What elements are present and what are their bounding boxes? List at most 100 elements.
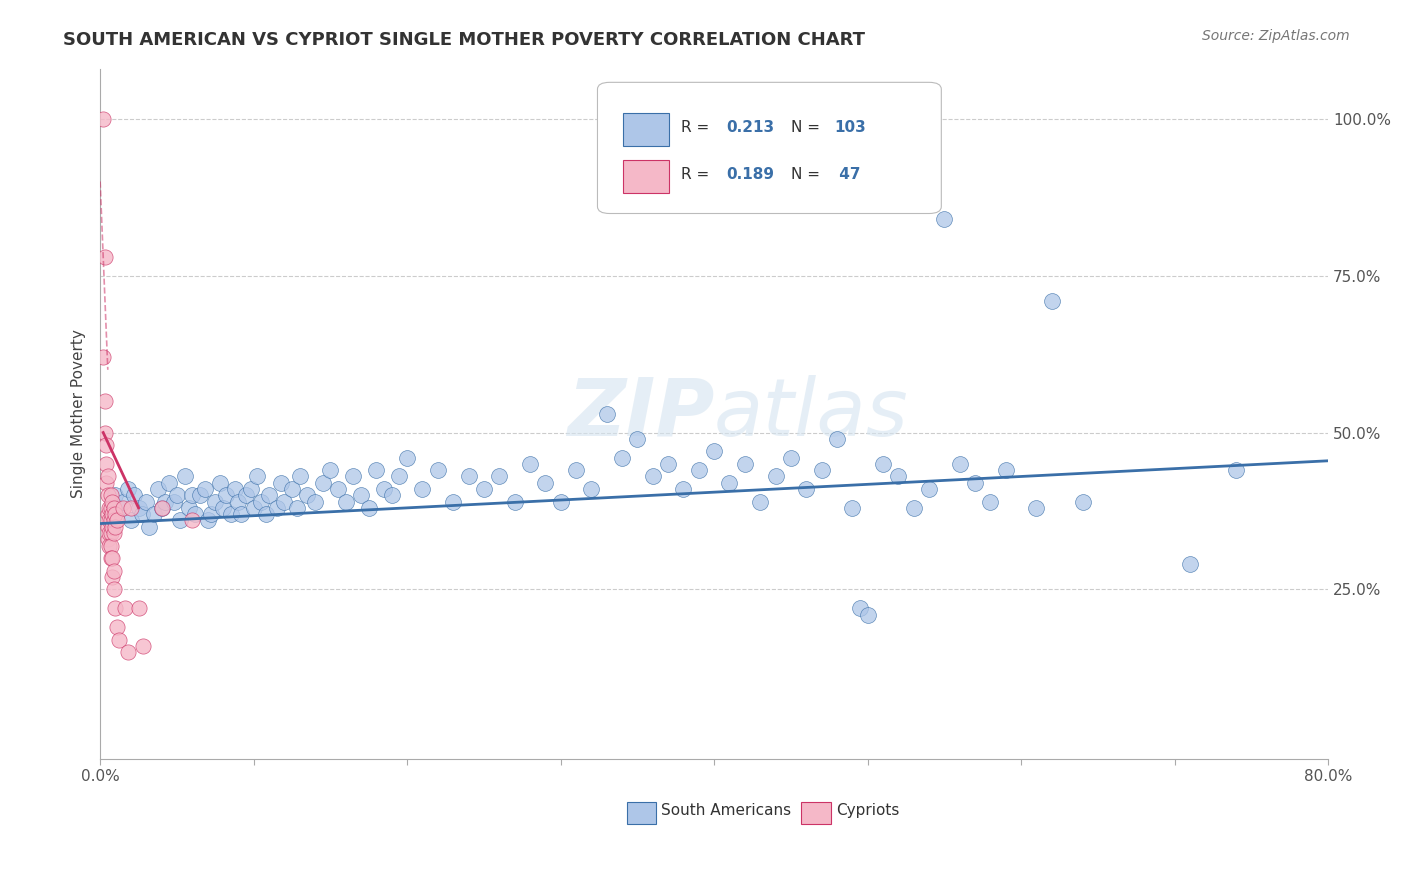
- Point: [212, 500, 235, 515]
- Point: [169, 513, 191, 527]
- Point: [200, 507, 222, 521]
- Point: [657, 457, 679, 471]
- Point: [193, 482, 215, 496]
- Text: R =: R =: [681, 120, 714, 136]
- Point: [120, 513, 142, 527]
- Point: [411, 482, 433, 496]
- Point: [1040, 293, 1063, 308]
- FancyBboxPatch shape: [623, 113, 669, 146]
- Point: [534, 475, 557, 490]
- Text: 0.189: 0.189: [727, 168, 775, 182]
- Point: [266, 500, 288, 515]
- Point: [254, 507, 277, 521]
- Point: [96, 475, 118, 490]
- Point: [98, 513, 121, 527]
- Point: [918, 482, 941, 496]
- Point: [96, 438, 118, 452]
- Point: [226, 494, 249, 508]
- Point: [131, 507, 153, 521]
- Point: [887, 469, 910, 483]
- Point: [104, 507, 127, 521]
- Point: [101, 551, 124, 566]
- Point: [98, 539, 121, 553]
- Point: [224, 482, 246, 496]
- Point: [150, 500, 173, 515]
- Point: [181, 488, 204, 502]
- Point: [98, 500, 121, 515]
- Point: [581, 482, 603, 496]
- Text: SOUTH AMERICAN VS CYPRIOT SINGLE MOTHER POVERTY CORRELATION CHART: SOUTH AMERICAN VS CYPRIOT SINGLE MOTHER …: [63, 31, 865, 49]
- Point: [173, 469, 195, 483]
- Point: [641, 469, 664, 483]
- Point: [841, 500, 863, 515]
- Point: [472, 482, 495, 496]
- Point: [204, 494, 226, 508]
- Point: [903, 500, 925, 515]
- Point: [373, 482, 395, 496]
- Point: [132, 639, 155, 653]
- Text: 0.213: 0.213: [727, 120, 775, 136]
- Point: [122, 488, 145, 502]
- Text: 47: 47: [835, 168, 860, 182]
- Point: [810, 463, 832, 477]
- Point: [181, 513, 204, 527]
- Point: [994, 463, 1017, 477]
- Point: [396, 450, 419, 465]
- Text: ZIP: ZIP: [567, 375, 714, 453]
- Point: [381, 488, 404, 502]
- Point: [1225, 463, 1247, 477]
- Point: [105, 513, 128, 527]
- Point: [101, 507, 124, 521]
- Point: [1178, 558, 1201, 572]
- Text: N =: N =: [792, 168, 825, 182]
- Point: [312, 475, 335, 490]
- Point: [128, 500, 150, 515]
- Point: [114, 601, 136, 615]
- Point: [934, 212, 956, 227]
- Text: 103: 103: [835, 120, 866, 136]
- Point: [103, 582, 125, 597]
- Point: [100, 488, 122, 502]
- Point: [610, 450, 633, 465]
- Point: [441, 494, 464, 508]
- Point: [350, 488, 373, 502]
- Point: [100, 513, 122, 527]
- Point: [101, 507, 124, 521]
- Point: [93, 394, 115, 409]
- Point: [457, 469, 479, 483]
- Point: [426, 463, 449, 477]
- Point: [104, 601, 127, 615]
- Point: [257, 488, 280, 502]
- Point: [288, 469, 311, 483]
- Point: [120, 500, 142, 515]
- Point: [117, 482, 139, 496]
- Point: [1025, 500, 1047, 515]
- Point: [326, 482, 349, 496]
- Text: atlas: atlas: [714, 375, 908, 453]
- Point: [488, 469, 510, 483]
- Point: [97, 519, 120, 533]
- Point: [157, 475, 180, 490]
- Point: [103, 564, 125, 578]
- Point: [734, 457, 756, 471]
- Point: [235, 488, 257, 502]
- Point: [872, 457, 894, 471]
- Point: [100, 525, 122, 540]
- Point: [366, 463, 388, 477]
- FancyBboxPatch shape: [627, 802, 657, 824]
- Point: [138, 519, 160, 533]
- Point: [304, 494, 326, 508]
- Point: [794, 482, 817, 496]
- Point: [101, 519, 124, 533]
- Point: [91, 112, 114, 126]
- Point: [112, 500, 135, 515]
- Point: [96, 457, 118, 471]
- Point: [250, 494, 273, 508]
- Text: N =: N =: [792, 120, 825, 136]
- Point: [979, 494, 1001, 508]
- Point: [98, 525, 121, 540]
- FancyBboxPatch shape: [598, 82, 941, 213]
- Point: [150, 500, 173, 515]
- Text: R =: R =: [681, 168, 714, 182]
- Text: Cypriots: Cypriots: [835, 803, 898, 818]
